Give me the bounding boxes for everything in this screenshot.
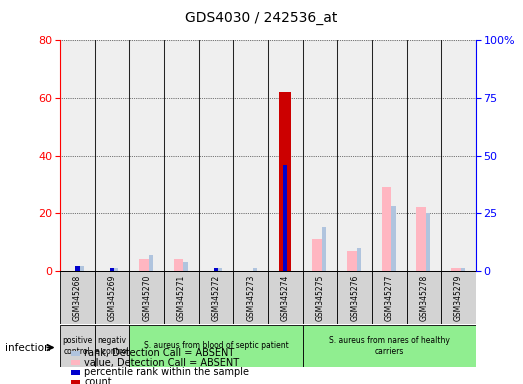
Bar [174, 259, 184, 271]
Bar [110, 268, 114, 271]
Bar [199, 40, 233, 271]
Bar [461, 268, 465, 271]
Text: GSM345272: GSM345272 [212, 275, 221, 321]
Bar [214, 268, 218, 271]
Text: GSM345271: GSM345271 [177, 275, 186, 321]
Bar [382, 187, 391, 271]
Bar [79, 266, 84, 271]
Bar [233, 40, 268, 271]
Bar [303, 40, 337, 271]
Text: GSM345270: GSM345270 [142, 275, 151, 321]
Bar [372, 271, 407, 324]
Text: GDS4030 / 242536_at: GDS4030 / 242536_at [185, 11, 338, 25]
Bar [312, 239, 322, 271]
Text: GSM345273: GSM345273 [246, 275, 255, 321]
Text: count: count [84, 377, 112, 384]
Bar [407, 271, 441, 324]
Bar [95, 40, 129, 271]
Bar [337, 40, 372, 271]
Bar [199, 271, 233, 324]
Text: percentile rank within the sample: percentile rank within the sample [84, 367, 249, 377]
Text: GSM345277: GSM345277 [385, 275, 394, 321]
Bar [407, 40, 441, 271]
Text: GSM345279: GSM345279 [454, 275, 463, 321]
Bar [347, 251, 357, 271]
Bar [322, 227, 326, 271]
Bar [391, 206, 395, 271]
Bar [441, 271, 476, 324]
Bar [233, 271, 268, 324]
Text: GSM345275: GSM345275 [315, 275, 324, 321]
Bar [416, 207, 426, 271]
Bar [426, 213, 430, 271]
Bar [253, 268, 257, 271]
Bar [218, 268, 222, 271]
Bar [95, 325, 129, 367]
Text: S. aureus from nares of healthy
carriers: S. aureus from nares of healthy carriers [329, 336, 450, 356]
Bar [451, 268, 461, 271]
Bar [114, 268, 118, 271]
Text: positive
control: positive control [62, 336, 93, 356]
Bar [75, 266, 79, 271]
Bar [60, 271, 95, 324]
Bar [372, 40, 407, 271]
Bar [283, 165, 288, 271]
Bar [303, 271, 337, 324]
Text: rank, Detection Call = ABSENT: rank, Detection Call = ABSENT [84, 348, 234, 358]
Bar [129, 325, 303, 367]
Bar [129, 271, 164, 324]
Text: S. aureus from blood of septic patient: S. aureus from blood of septic patient [144, 341, 289, 351]
Bar [129, 40, 164, 271]
Bar [268, 271, 303, 324]
Bar [60, 325, 95, 367]
Bar [184, 262, 188, 271]
Text: GSM345269: GSM345269 [108, 275, 117, 321]
Bar [164, 271, 199, 324]
Bar [337, 271, 372, 324]
Bar [357, 248, 361, 271]
Bar [149, 255, 153, 271]
Text: infection: infection [5, 343, 51, 353]
Bar [164, 40, 199, 271]
Text: GSM345276: GSM345276 [350, 275, 359, 321]
Text: GSM345268: GSM345268 [73, 275, 82, 321]
Bar [441, 40, 476, 271]
Bar [268, 40, 303, 271]
Text: GSM345278: GSM345278 [419, 275, 428, 321]
Bar [279, 92, 291, 271]
Bar [95, 271, 129, 324]
Text: value, Detection Call = ABSENT: value, Detection Call = ABSENT [84, 358, 240, 368]
Bar [60, 40, 95, 271]
Bar [303, 325, 476, 367]
Bar [139, 259, 149, 271]
Text: negativ
e control: negativ e control [95, 336, 129, 356]
Text: GSM345274: GSM345274 [281, 275, 290, 321]
